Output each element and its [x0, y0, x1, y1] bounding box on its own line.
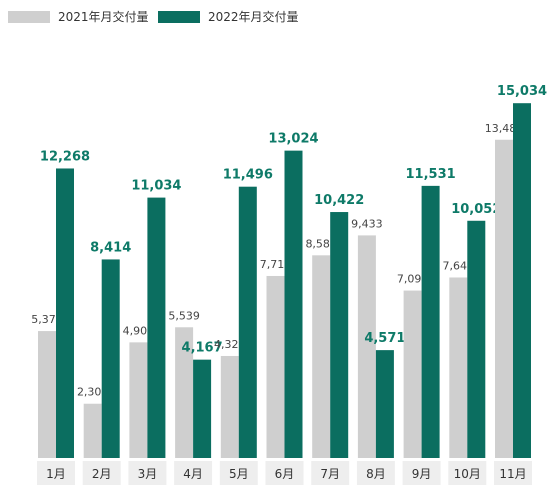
bar-2022-11 [513, 103, 531, 458]
category-box-1 [37, 461, 75, 485]
bar-2021-1 [38, 331, 56, 458]
data-label-2022-7: 10,422 [314, 193, 364, 208]
data-label-2021-10: 7,649 [443, 259, 475, 272]
category-box-11 [494, 461, 532, 485]
data-label-2022-2: 8,414 [90, 240, 131, 255]
legend: 2021年月交付量 2022年月交付量 [8, 9, 299, 24]
bar-2021-8 [357, 235, 376, 458]
category-box-2 [82, 461, 121, 485]
bar-2022-7 [330, 212, 349, 458]
category-box-7 [311, 461, 350, 485]
data-label-2022-5: 11,496 [223, 168, 273, 183]
bar-2021-6 [266, 275, 285, 458]
data-label-2021-2: 2,300 [77, 386, 109, 399]
category-box-8 [356, 461, 395, 485]
category-label-4: 4月 [183, 467, 203, 481]
bar-2021-9 [403, 290, 422, 458]
bar-2021-4 [175, 327, 194, 458]
bar-2022-10 [467, 220, 486, 458]
legend-label-2022: 2022年月交付量 [208, 9, 299, 24]
bar-2022-4 [193, 359, 212, 458]
category-box-4 [174, 461, 213, 485]
category-label-1: 1月 [46, 467, 66, 481]
data-label-2021-3: 4,900 [123, 324, 155, 337]
category-box-9 [402, 461, 441, 485]
bar-2022-8 [375, 350, 394, 458]
category-box-3 [128, 461, 167, 485]
category-label-5: 5月 [229, 467, 249, 481]
bar-2022-3 [147, 197, 166, 458]
bar-2021-2 [83, 403, 102, 458]
data-label-2021-7: 8,589 [305, 237, 337, 250]
category-label-3: 3月 [138, 467, 158, 481]
category-label-9: 9月 [412, 467, 432, 481]
bar-2022-1 [56, 168, 74, 458]
data-label-2021-1: 5,379 [31, 313, 63, 326]
category-box-5 [219, 461, 258, 485]
category-label-11: 11月 [499, 467, 526, 481]
bar-2021-10 [449, 277, 468, 458]
bar-2021-11 [495, 139, 513, 458]
bar-2021-3 [129, 342, 148, 458]
bar-2021-7 [312, 255, 331, 458]
category-label-2: 2月 [92, 467, 112, 481]
bar-2022-5 [238, 186, 257, 458]
category-box-6 [265, 461, 304, 485]
data-label-2022-4: 4,167 [182, 341, 223, 356]
category-label-7: 7月 [320, 467, 340, 481]
bar-2022-9 [421, 185, 440, 458]
category-label-10: 10月 [454, 467, 481, 481]
legend-swatch-2022 [158, 11, 200, 23]
data-label-2021-8: 9,433 [351, 217, 383, 230]
data-label-2021-4: 5,539 [168, 309, 200, 322]
data-label-2022-11: 15,034 [497, 84, 547, 99]
legend-label-2021: 2021年月交付量 [58, 9, 149, 24]
data-label-2022-3: 11,034 [131, 179, 181, 194]
data-label-2022-10: 10,052 [451, 202, 501, 217]
data-label-2022-6: 13,024 [268, 132, 318, 147]
bars-group: 5,379 12,268 2,300 8,414 4,900 11,034 5,539 4,1… [31, 84, 547, 458]
bar-2022-2 [101, 259, 120, 458]
bar-2022-6 [284, 150, 303, 458]
data-label-2021-5: 4,323 [214, 338, 246, 351]
category-box-10 [448, 461, 487, 485]
legend-swatch-2021 [8, 11, 50, 23]
data-label-2022-1: 12,268 [40, 149, 90, 164]
data-label-2021-9: 7,094 [397, 273, 429, 286]
bar-2021-5 [220, 355, 239, 458]
data-label-2022-9: 11,531 [406, 167, 456, 182]
category-label-6: 6月 [275, 467, 295, 481]
data-label-2022-8: 4,571 [364, 331, 405, 346]
category-axis: 1月 2月 3月 4月 5月 6月 7月 8月 9月 10月 11月 [37, 461, 532, 485]
category-label-8: 8月 [366, 467, 386, 481]
data-label-2021-6: 7,713 [260, 258, 292, 271]
